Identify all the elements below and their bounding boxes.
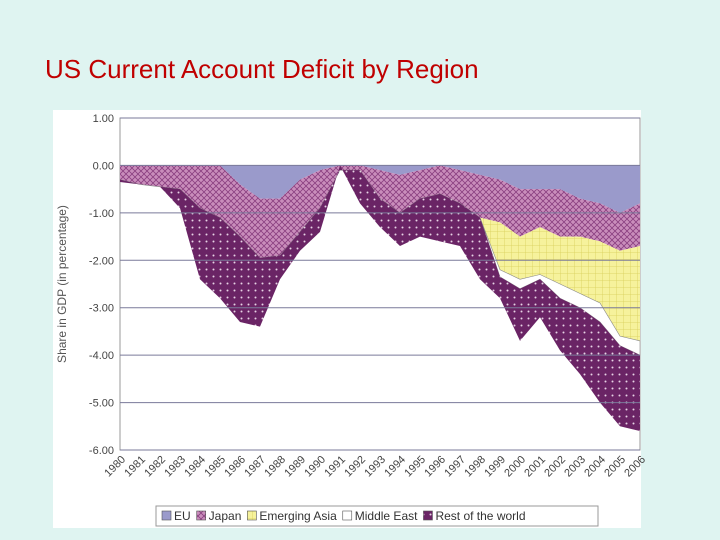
y-tick-label: -6.00	[89, 445, 114, 457]
legend-swatch	[247, 510, 257, 521]
y-tick-label: -1.00	[89, 208, 114, 220]
legend-label: Japan	[209, 509, 242, 523]
legend-swatch	[161, 510, 172, 521]
legend-label: EU	[174, 509, 191, 523]
legend-frame	[155, 505, 599, 527]
y-tick-label: -5.00	[89, 398, 114, 410]
legend-label: Middle East	[355, 509, 418, 523]
legend: EU Japan Emerging Asia Middle East Rest of t…	[155, 505, 599, 527]
legend-swatch	[342, 510, 353, 521]
legend-label: Rest of the world	[435, 509, 525, 523]
area-band	[120, 165, 640, 213]
area-band	[120, 170, 640, 341]
y-tick-label: 1.00	[93, 113, 114, 125]
area-band	[120, 165, 640, 258]
legend-swatch	[196, 510, 206, 521]
legend-swatch	[423, 510, 433, 521]
y-tick-label: -4.00	[89, 350, 114, 362]
chart-title: US Current Account Deficit by Region	[45, 54, 479, 84]
y-tick-label: -3.00	[89, 303, 114, 315]
y-tick-label: 0.00	[93, 160, 114, 172]
y-axis-label: Share in GDP (in percentage)	[55, 205, 69, 363]
y-tick-label: -2.00	[89, 255, 114, 267]
legend-label: Emerging Asia	[259, 509, 337, 523]
area-band	[120, 165, 640, 432]
